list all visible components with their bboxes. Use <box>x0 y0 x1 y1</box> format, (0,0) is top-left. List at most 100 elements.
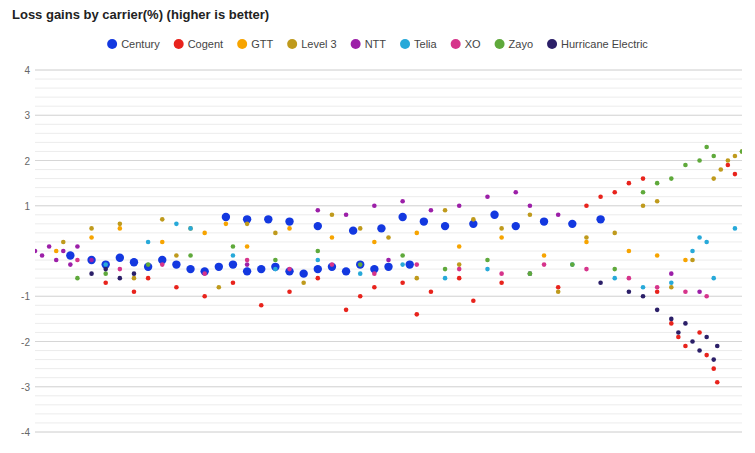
series <box>75 145 742 281</box>
point <box>188 253 193 258</box>
point <box>287 289 292 294</box>
point <box>528 271 533 276</box>
point <box>231 253 236 258</box>
point <box>612 267 617 272</box>
point <box>711 366 716 371</box>
point <box>377 224 385 232</box>
point <box>330 235 335 240</box>
point <box>542 262 547 267</box>
point <box>287 226 292 231</box>
point <box>711 276 716 281</box>
point <box>655 308 660 313</box>
point <box>499 235 504 240</box>
minor-grid-line <box>35 350 742 351</box>
point <box>499 271 504 276</box>
point <box>711 154 716 159</box>
point <box>697 235 702 240</box>
point <box>570 262 575 267</box>
point <box>259 303 264 308</box>
point <box>704 294 709 299</box>
point <box>641 176 646 181</box>
point <box>132 289 137 294</box>
point <box>726 163 731 168</box>
point <box>457 267 462 272</box>
point <box>443 267 448 272</box>
point <box>174 222 179 227</box>
legend-label: Century <box>121 38 160 50</box>
point <box>584 267 589 272</box>
minor-grid-line <box>35 287 742 288</box>
point <box>61 249 66 254</box>
point <box>273 231 278 236</box>
point <box>641 190 646 195</box>
minor-grid-line <box>35 377 742 378</box>
point <box>499 226 504 231</box>
grid-line <box>35 296 742 297</box>
minor-grid-line <box>35 142 742 143</box>
point <box>75 276 80 281</box>
point <box>471 217 476 222</box>
legend-label: XO <box>465 38 481 50</box>
point <box>358 271 363 276</box>
point <box>414 312 419 317</box>
minor-grid-line <box>35 133 742 134</box>
y-tick-label: -1 <box>21 291 30 302</box>
point <box>690 339 695 344</box>
y-tick-label: -3 <box>21 382 30 393</box>
point <box>118 222 123 227</box>
minor-grid-line <box>35 214 742 215</box>
minor-grid-line <box>35 395 742 396</box>
legend-swatch <box>547 39 557 49</box>
point <box>568 220 576 228</box>
point <box>40 253 45 258</box>
point <box>245 258 250 263</box>
point <box>384 263 392 271</box>
minor-grid-line <box>35 386 742 387</box>
point <box>68 262 73 267</box>
point <box>669 317 674 322</box>
minor-grid-line <box>35 70 742 71</box>
grid-line <box>35 115 742 116</box>
point <box>314 265 322 273</box>
point <box>217 285 222 290</box>
point <box>655 181 660 186</box>
grid-line <box>35 160 742 161</box>
point <box>188 226 193 231</box>
point <box>542 253 547 258</box>
point <box>132 276 137 281</box>
minor-grid-line <box>35 332 742 333</box>
point <box>627 276 632 281</box>
point <box>733 172 738 177</box>
point <box>414 231 419 236</box>
point <box>35 249 37 254</box>
point <box>457 244 462 249</box>
point <box>144 263 152 271</box>
point <box>641 203 646 208</box>
point <box>485 267 490 272</box>
series <box>35 190 702 294</box>
point <box>75 244 80 249</box>
point <box>485 194 490 199</box>
point <box>414 276 419 281</box>
series <box>61 149 742 294</box>
point <box>330 213 335 218</box>
minor-grid-line <box>35 223 742 224</box>
point <box>471 298 476 303</box>
legend-swatch <box>237 39 247 49</box>
point <box>160 262 165 267</box>
point <box>245 244 250 249</box>
series <box>103 163 737 385</box>
point <box>231 244 236 249</box>
point <box>669 280 674 285</box>
point <box>66 251 74 259</box>
point <box>485 258 490 263</box>
point <box>87 256 95 264</box>
point <box>344 213 349 218</box>
point <box>398 213 406 221</box>
point <box>655 289 660 294</box>
point <box>683 289 688 294</box>
point <box>344 308 349 313</box>
point <box>676 330 681 335</box>
point <box>328 263 336 271</box>
point <box>697 330 702 335</box>
